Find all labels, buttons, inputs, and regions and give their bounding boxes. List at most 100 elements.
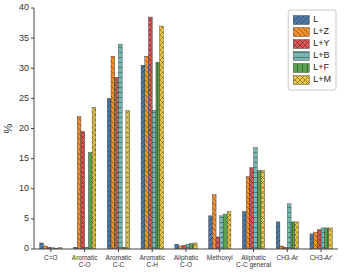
bar [291,222,295,249]
y-tick-label: 10 [19,183,29,193]
legend: L L+Z L+Y L+B L+F L+M [293,14,331,84]
bar [193,243,197,249]
y-tick [31,249,34,250]
y-tick-label: 35 [19,33,29,43]
x-tick-label: CH3-Ar' [310,254,333,261]
bar [40,243,44,249]
y-tick [31,68,34,69]
bar [111,56,115,249]
y-tick [31,8,34,9]
y-tick-label: 20 [19,123,29,133]
bar [227,212,231,249]
x-tick-label: AliphaticC-O [174,254,199,268]
x-tick-label-line: C-C [113,261,125,268]
bar [149,17,153,249]
bar [182,245,186,249]
bar [126,110,130,249]
bar [145,56,149,249]
x-tick-label: AliphaticC-C general [236,254,272,269]
bar [77,116,81,249]
x-tick [84,249,85,252]
x-tick-label-line: CH3-Ar [276,254,299,261]
bar [242,212,246,249]
y-tick [31,188,34,189]
bar [152,110,156,249]
x-tick-label: AromaticC-O [72,254,98,268]
bar [186,244,190,249]
legend-label: L+M [313,74,331,84]
y-tick-label: 25 [19,93,29,103]
y-tick [31,98,34,99]
bar [118,44,122,249]
x-tick-label-line: C=O [44,254,58,261]
y-axis-label: % [2,123,14,133]
bar [216,237,220,249]
bar [329,228,333,249]
bar [92,107,96,249]
legend-label: L+Y [313,38,329,48]
x-tick-label: C=O [44,254,58,261]
x-tick-label: Methoxyl [207,254,234,262]
y-tick-label: 40 [19,2,29,12]
legend-swatch [293,52,309,61]
x-ticks: C=O AromaticC-O AromaticC-C AromaticC-H Alip… [44,249,332,269]
bar [310,234,314,249]
bar [141,65,145,249]
bar [156,62,160,249]
legend-label: L+Z [313,26,329,36]
x-tick-label: CH3-Ar [276,254,299,261]
bar [160,26,164,249]
bar [261,171,265,249]
chart: 0510152025303540%C=OAromaticC-OAromaticC… [0,0,344,275]
legend-swatch [293,40,309,49]
y-tick [31,38,34,39]
x-tick [186,249,187,252]
legend-label: L+B [313,50,329,60]
bar [257,171,261,249]
x-tick-label-line: CH3-Ar' [310,254,333,261]
x-tick [152,249,153,252]
x-tick-label: AromaticC-H [139,254,165,268]
page: {"chart_data": {"type": "bar", "categori… [0,0,344,275]
x-tick-label: AromaticC-C [106,254,132,268]
x-tick [287,249,288,252]
bar [321,228,325,249]
bar [175,244,179,249]
x-tick-label-line: C-O [180,261,192,268]
bar [220,216,224,249]
x-tick [219,249,220,252]
bar [276,222,280,249]
bar [246,177,250,249]
legend-label: L+F [313,62,329,72]
x-tick-label-line: C-H [146,261,158,268]
bar [190,244,194,249]
y-tick-label: 5 [24,213,29,223]
y-tick-label: 15 [19,153,29,163]
x-tick [253,249,254,252]
bar [314,232,318,249]
bar [317,230,321,249]
x-tick [50,249,51,252]
y-tick-label: 0 [24,243,29,253]
x-tick-label-line: C-C general [236,261,272,269]
x-tick [118,249,119,252]
legend-swatch [293,76,309,85]
bar [223,214,227,249]
bar [295,222,299,249]
y-ticks: 0510152025303540 [19,2,34,253]
y-tick [31,158,34,159]
bar [107,98,111,249]
bar [287,204,291,249]
legend-swatch [293,28,309,37]
bar [250,168,254,249]
bar [81,132,85,249]
x-tick [321,249,322,252]
bar [115,77,119,249]
bar [88,153,92,249]
bar [212,195,216,249]
legend-label: L [313,14,318,24]
legend-box [288,10,336,90]
bar [325,228,329,249]
bar [209,216,213,249]
bar [254,148,258,249]
